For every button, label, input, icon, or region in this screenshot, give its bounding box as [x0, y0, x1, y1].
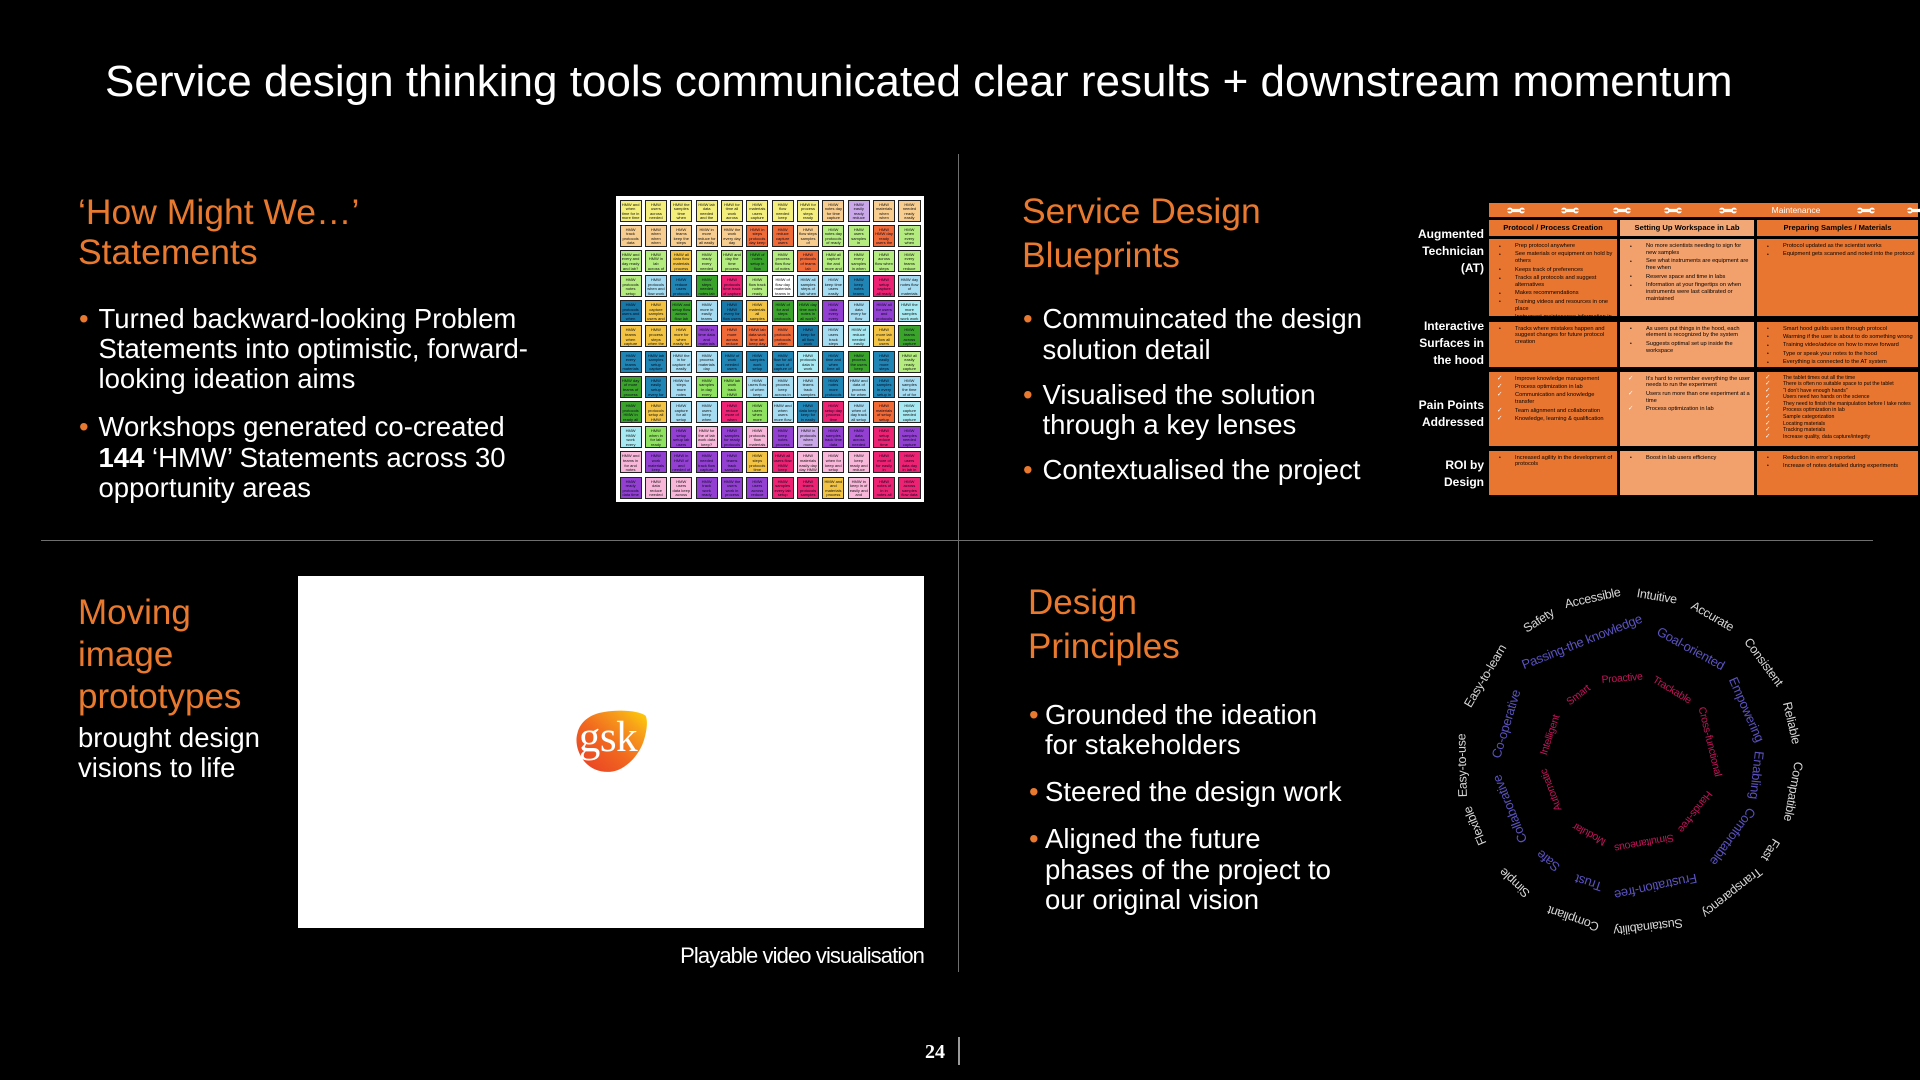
- svg-text:Smart: Smart: [1564, 682, 1593, 708]
- svg-text:Easy-to-learn: Easy-to-learn: [1461, 642, 1509, 710]
- svg-text:Trackable: Trackable: [1650, 674, 1693, 707]
- svg-text:Flexible: Flexible: [1461, 804, 1490, 847]
- svg-text:Fast: Fast: [1758, 836, 1783, 864]
- svg-text:Simultaneous: Simultaneous: [1614, 831, 1675, 854]
- svg-text:Intelligent: Intelligent: [1538, 713, 1563, 757]
- svg-text:Consistent: Consistent: [1741, 635, 1786, 689]
- svg-text:Compatible: Compatible: [1781, 761, 1806, 823]
- svg-text:Collaborative: Collaborative: [1489, 773, 1530, 845]
- svg-text:Intuitive: Intuitive: [1636, 586, 1678, 607]
- svg-text:Sustainability: Sustainability: [1612, 916, 1684, 938]
- svg-text:Accurate: Accurate: [1689, 599, 1737, 635]
- svg-text:Simple: Simple: [1496, 865, 1532, 900]
- svg-text:Proactive: Proactive: [1601, 671, 1643, 686]
- svg-text:Compliant: Compliant: [1545, 903, 1601, 934]
- svg-text:Empowering: Empowering: [1726, 675, 1768, 745]
- svg-text:Safe: Safe: [1533, 847, 1562, 875]
- svg-text:Comfortable: Comfortable: [1707, 805, 1759, 868]
- svg-text:Reliable: Reliable: [1780, 700, 1803, 745]
- svg-text:Goal-oriented: Goal-oriented: [1654, 624, 1727, 673]
- svg-text:Transparency: Transparency: [1698, 865, 1764, 921]
- svg-text:gsk: gsk: [579, 714, 638, 761]
- svg-text:Trust: Trust: [1573, 871, 1605, 894]
- svg-text:Safety: Safety: [1521, 605, 1558, 636]
- svg-text:Automatic: Automatic: [1538, 767, 1565, 812]
- svg-text:Easy-to-use: Easy-to-use: [1454, 733, 1470, 797]
- svg-text:Accessible: Accessible: [1563, 585, 1622, 611]
- svg-text:Cross-functional: Cross-functional: [1696, 706, 1724, 778]
- svg-text:Enabling: Enabling: [1747, 750, 1767, 800]
- svg-text:Hands-free: Hands-free: [1675, 788, 1715, 834]
- svg-text:Frustration-free: Frustration-free: [1613, 871, 1698, 903]
- svg-text:Modular: Modular: [1570, 820, 1608, 848]
- svg-text:Co-operative: Co-operative: [1489, 688, 1524, 760]
